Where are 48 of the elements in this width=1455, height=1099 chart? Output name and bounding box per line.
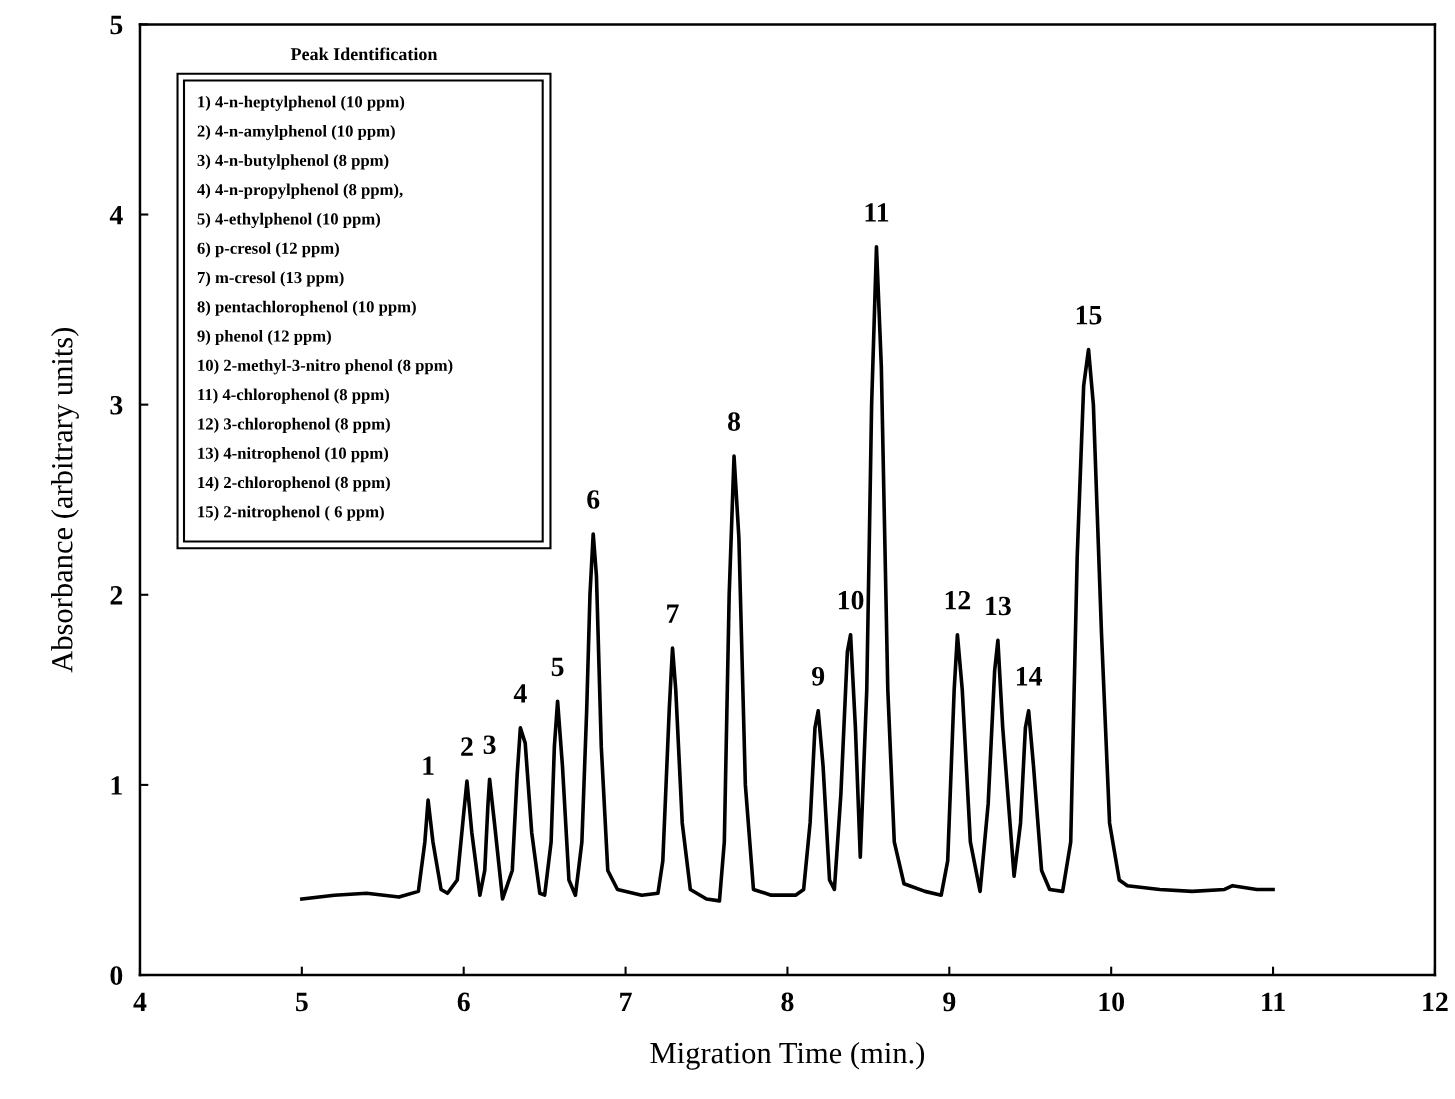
annotation: 3 <box>483 735 496 755</box>
x-tick-label: 7 <box>620 992 632 1011</box>
annotation: 3) 4-n-butylphenol (8 ppm) <box>197 154 389 170</box>
annotation: 8 <box>728 412 741 431</box>
x-axis-title: Migration Time (min.) <box>650 1041 925 1070</box>
annotation: 9 <box>812 667 825 686</box>
x-tick-label: 11 <box>1262 992 1285 1011</box>
annotation: 8) pentachlorophenol (10 ppm) <box>197 300 416 316</box>
y-tick-label: 0 <box>110 966 123 985</box>
annotation: Peak Identification <box>290 47 438 61</box>
x-tick-label: 5 <box>296 992 308 1012</box>
annotation: 13 <box>986 596 1011 616</box>
x-tick-label: 10 <box>1099 992 1125 1012</box>
annotation: 15) 2-nitrophenol ( 6 ppm) <box>198 505 384 521</box>
annotation: 7) m-cresol (13 ppm) <box>197 271 344 287</box>
annotation: 4 <box>513 684 527 703</box>
annotation: 10 <box>838 590 864 610</box>
x-tick-label: 8 <box>781 992 794 1012</box>
y-tick-label: 2 <box>110 586 123 605</box>
x-tick-label: 4 <box>133 992 147 1011</box>
y-tick-label: 3 <box>110 395 123 415</box>
y-tick-label: 1 <box>111 776 122 795</box>
x-tick-label: 6 <box>457 992 470 1012</box>
x-tick-label: 12 <box>1423 992 1448 1011</box>
x-tick-label: 9 <box>943 992 956 1012</box>
annotation: 1 <box>423 756 434 775</box>
y-tick-label: 4 <box>109 205 123 225</box>
annotation: 13) 4-nitrophenol (10 ppm) <box>198 447 389 463</box>
annotation: 2) 4-n-amylphenol (10 ppm) <box>197 125 395 141</box>
y-axis-title: Absorbance (arbitrary units) <box>51 327 79 673</box>
annotation: 5) 4-ethylphenol (10 ppm) <box>197 212 381 228</box>
annotation: 6 <box>587 490 600 509</box>
annotation: 1) 4-n-heptylphenol (10 ppm) <box>198 95 405 111</box>
annotation: 12 <box>945 590 971 610</box>
annotation: 11 <box>865 203 889 222</box>
annotation: 12) 3-chlorophenol (8 ppm) <box>198 417 390 433</box>
y-tick-label: 5 <box>110 15 123 35</box>
annotation: 14 <box>1016 667 1042 686</box>
annotation: 9) phenol (12 ppm) <box>197 329 331 346</box>
annotation: 15 <box>1076 305 1102 325</box>
annotation: 5 <box>551 657 564 677</box>
annotation: 4) 4-n-propylphenol (8 ppm), <box>197 183 403 199</box>
annotation: 11) 4-chlorophenol (8 ppm) <box>198 388 389 404</box>
annotation: 6) p-cresol (12 ppm) <box>197 242 339 258</box>
annotation: 2 <box>461 737 473 756</box>
annotation: 7 <box>667 604 679 623</box>
annotation: 14) 2-chlorophenol (8 ppm) <box>198 476 390 492</box>
annotation: 10) 2-methyl-3-nitro phenol (8 ppm) <box>198 359 453 375</box>
